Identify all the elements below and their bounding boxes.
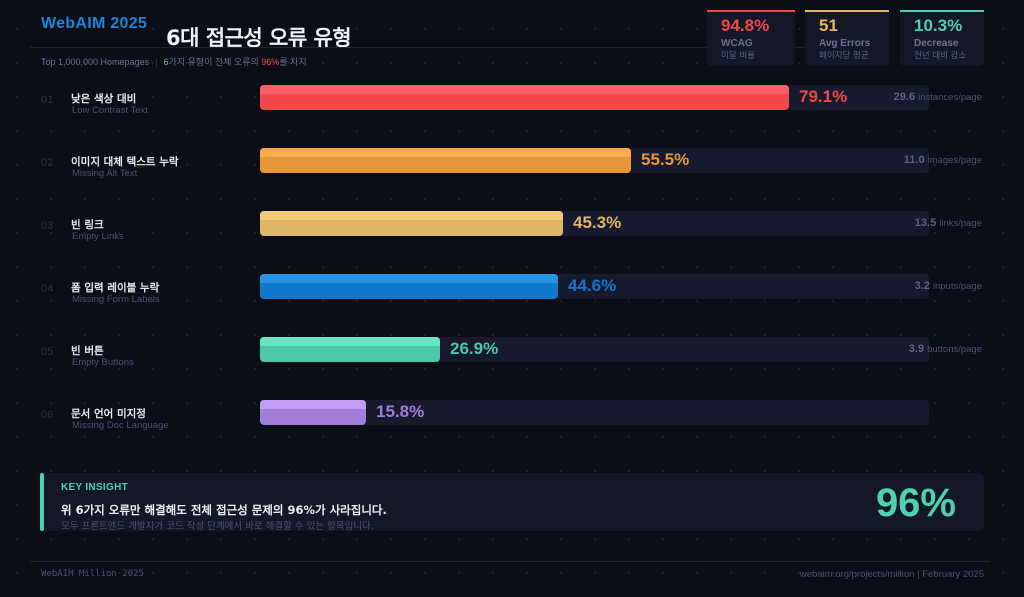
stat-sublabel: 페이지당 평균 xyxy=(819,51,869,61)
metric-unit: instances/page xyxy=(918,92,982,103)
bar-track: 45.3% xyxy=(260,211,929,236)
stat-value: 51 xyxy=(819,16,838,35)
stat-sublabel: 미달 비율 xyxy=(721,51,755,61)
bar-highlight xyxy=(260,274,558,283)
row-index: 05 xyxy=(41,346,54,358)
metric-unit: buttons/page xyxy=(927,344,982,355)
metric-value: 3.9 xyxy=(908,343,925,355)
row-label-en: Missing Form Labels xyxy=(72,294,160,305)
key-insight-panel: KEY INSIGHT 위 6가지 오류만 해결해도 전체 접근성 문제의 96… xyxy=(40,473,984,532)
row-label-ko: 빈 링크 xyxy=(71,219,104,231)
bar-fill xyxy=(260,85,789,110)
insight-description: 모두 프론트엔드 개발자가 코드 작성 단계에서 바로 해결할 수 있는 항목입… xyxy=(61,521,374,532)
footer-source: WebAIM Million 2025 xyxy=(41,569,144,579)
bar-highlight xyxy=(260,400,366,409)
subtitle-pct: 96% xyxy=(261,57,280,67)
bar-track: 44.6% xyxy=(260,274,929,299)
chart-row: 04 폼 입력 레이블 누락 Missing Form Labels 44.6% 3.2… xyxy=(0,274,1024,311)
row-label-en: Missing Alt Text xyxy=(72,168,138,179)
row-metric: 3.9 buttons/page xyxy=(909,343,982,355)
footer-link: webaim.org/projects/million | February 2… xyxy=(799,569,984,580)
stat-card-decrease: 10.3% Decrease 전년 대비 감소 xyxy=(900,10,984,66)
bar-highlight xyxy=(260,337,440,346)
bar-value-label: 45.3% xyxy=(573,213,622,232)
row-index: 02 xyxy=(41,157,54,169)
row-metric: 11.0 images/page xyxy=(904,154,982,166)
row-index: 04 xyxy=(41,283,54,295)
row-metric: 13.5 links/page xyxy=(915,217,982,229)
bar-fill xyxy=(260,400,366,425)
subtitle-separator: | xyxy=(155,56,158,67)
metric-value: 3.2 xyxy=(914,280,930,292)
metric-unit: links/page xyxy=(939,218,982,229)
brand-logo: WebAIM 2025 xyxy=(41,15,148,32)
row-label-en: Low Contrast Text xyxy=(72,105,148,116)
row-index: 06 xyxy=(41,409,54,421)
stat-card-wcag: 94.8% WCAG 미달 비율 xyxy=(707,10,795,66)
bar-fill xyxy=(260,148,631,173)
insight-big-value: 96% xyxy=(875,481,956,525)
bar-value-label: 55.5% xyxy=(641,150,690,169)
metric-unit: images/page xyxy=(927,155,982,166)
chart-row: 01 낮은 색상 대비 Low Contrast Text 79.1% 29.6 inst… xyxy=(0,85,1024,122)
metric-value: 11.0 xyxy=(903,154,925,166)
chart-row: 02 이미지 대체 텍스트 누락 Missing Alt Text 55.5% 11.0… xyxy=(0,148,1024,185)
row-label-en: Empty Buttons xyxy=(72,357,134,368)
metric-value: 29.6 xyxy=(893,91,916,103)
bar-value-label: 15.8% xyxy=(376,402,425,421)
row-label-ko: 문서 언어 미지정 xyxy=(71,408,146,420)
subtitle-source: Top 1,000,000 Homepages xyxy=(41,56,150,67)
subtitle-mid: 가지 유형이 전체 오류의 xyxy=(168,57,262,67)
insight-kicker: KEY INSIGHT xyxy=(61,482,129,493)
bar-value-label: 44.6% xyxy=(568,276,617,295)
row-label-en: Empty Links xyxy=(72,231,124,242)
row-label-ko: 폼 입력 레이블 누락 xyxy=(71,282,160,294)
bar-highlight xyxy=(260,85,789,94)
row-metric: 29.6 instances/page xyxy=(894,91,982,103)
stat-value: 10.3% xyxy=(914,16,963,35)
header-divider xyxy=(30,47,870,48)
chart-row: 05 빈 버튼 Empty Buttons 26.9% 3.9 buttons/page xyxy=(0,337,1024,374)
subtitle-summary: 6가지 유형이 전체 오류의 96%를 차지 xyxy=(163,55,306,68)
row-index: 03 xyxy=(41,220,54,232)
insight-accent-bar xyxy=(40,473,44,531)
stat-sublabel: 전년 대비 감소 xyxy=(914,51,967,61)
stat-label: Avg Errors xyxy=(819,38,871,49)
bar-track: 55.5% xyxy=(260,148,929,173)
stat-value: 94.8% xyxy=(721,16,770,35)
metric-value: 13.5 xyxy=(914,217,937,229)
stat-label: Decrease xyxy=(914,38,959,49)
row-metric: 3.2 inputs/page xyxy=(915,280,982,292)
bar-value-label: 79.1% xyxy=(799,87,848,106)
bar-fill xyxy=(260,337,440,362)
stat-label: WCAG xyxy=(721,38,753,49)
page-title: 6대 접근성 오류 유형 xyxy=(166,26,352,50)
metric-unit: inputs/page xyxy=(932,281,982,292)
bar-highlight xyxy=(260,211,563,220)
subtitle-end: 를 차지 xyxy=(279,57,307,67)
row-label-ko: 낮은 색상 대비 xyxy=(71,93,137,105)
footer-divider xyxy=(30,561,990,562)
bar-track: 15.8% xyxy=(260,400,929,425)
chart-row: 06 문서 언어 미지정 Missing Doc Language 15.8% xyxy=(0,400,1024,437)
bar-fill xyxy=(260,211,563,236)
row-index: 01 xyxy=(41,94,54,106)
row-label-ko: 이미지 대체 텍스트 누락 xyxy=(71,156,179,168)
bar-value-label: 26.9% xyxy=(450,339,499,358)
bar-fill xyxy=(260,274,558,299)
chart-row: 03 빈 링크 Empty Links 45.3% 13.5 links/page xyxy=(0,211,1024,248)
row-label-en: Missing Doc Language xyxy=(72,420,169,431)
insight-headline: 위 6가지 오류만 해결해도 전체 접근성 문제의 96%가 사라집니다. xyxy=(61,503,387,517)
bar-track: 26.9% xyxy=(260,337,929,362)
stat-card-avg-errors: 51 Avg Errors 페이지당 평균 xyxy=(805,10,889,66)
bar-highlight xyxy=(260,148,631,157)
row-label-ko: 빈 버튼 xyxy=(71,345,104,357)
subtitle-count: 6 xyxy=(163,57,169,67)
bar-track: 79.1% xyxy=(260,85,929,110)
subtitle: Top 1,000,000 Homepages | 6가지 유형이 전체 오류의… xyxy=(41,55,307,68)
